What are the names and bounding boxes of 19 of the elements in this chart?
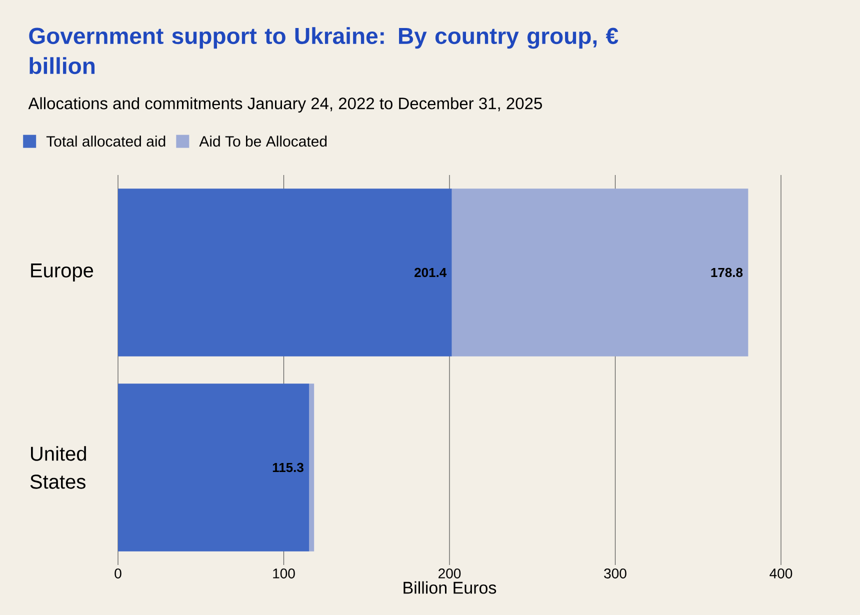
x-tick-label: 400 [770,568,792,578]
legend-label: Aid To be Allocated [199,136,327,147]
bar [452,188,748,356]
legend-label: Total allocated aid [46,136,166,147]
chart-title: Government support to Ukraine: By country group, € billion [29,27,618,74]
bar [118,188,452,356]
x-axis-title: Billion Euros [404,581,496,594]
data-label: 178.8 [711,268,743,278]
bar [309,384,314,552]
data-label: 115.3 [272,462,304,472]
chart-subtitle: Allocations and commitments January 24, 2022 to December 31, 2025 [28,97,542,113]
x-tick-label: 200 [438,568,461,578]
x-tick-label: 0 [114,568,122,578]
y-tick-label: United States [30,446,86,489]
y-tick-label: Europe [31,264,94,282]
x-tick-label: 100 [273,568,295,578]
data-label: 201.4 [414,268,447,278]
bar [118,384,310,552]
x-tick-label: 300 [604,568,626,578]
